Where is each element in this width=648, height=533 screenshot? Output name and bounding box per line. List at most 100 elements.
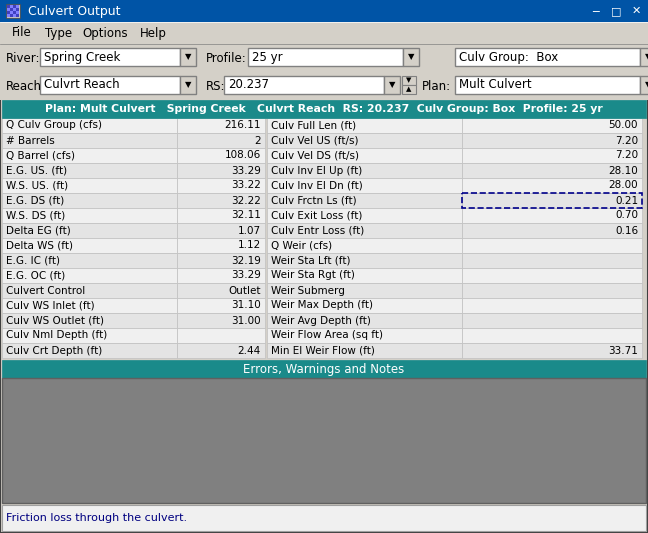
Bar (177, 178, 265, 193)
Text: Errors, Warnings and Notes: Errors, Warnings and Notes (244, 362, 404, 376)
Text: 31.10: 31.10 (231, 301, 261, 311)
Text: E.G. IC (ft): E.G. IC (ft) (6, 255, 60, 265)
Bar (267, 343, 462, 358)
Bar (267, 133, 462, 148)
Bar (384, 76, 400, 94)
Text: Weir Submerg: Weir Submerg (271, 286, 345, 295)
Bar (267, 148, 462, 163)
Text: 33.71: 33.71 (608, 345, 638, 356)
Text: RS:: RS: (206, 79, 226, 93)
Bar (267, 313, 462, 328)
Bar (462, 118, 642, 133)
Bar (177, 193, 265, 208)
Text: Culv Exit Loss (ft): Culv Exit Loss (ft) (271, 211, 362, 221)
Bar (2, 268, 177, 283)
Text: 32.11: 32.11 (231, 211, 261, 221)
Bar (177, 298, 265, 313)
Text: 28.00: 28.00 (608, 181, 638, 190)
Bar (180, 76, 196, 94)
Text: ▼: ▼ (389, 80, 395, 90)
Bar (2, 193, 177, 208)
Text: E.G. DS (ft): E.G. DS (ft) (6, 196, 64, 206)
Bar (2, 118, 177, 133)
Bar (462, 268, 642, 283)
Bar (13, 8, 16, 11)
Bar (2, 328, 177, 343)
Text: E.G. OC (ft): E.G. OC (ft) (6, 271, 65, 280)
Text: Culvert Control: Culvert Control (6, 286, 86, 295)
Text: 50.00: 50.00 (608, 120, 638, 131)
Bar (640, 48, 648, 66)
Bar (40, 48, 180, 66)
Bar (177, 328, 265, 343)
Text: Outlet: Outlet (229, 286, 261, 295)
Text: Reach: Reach (6, 79, 42, 93)
Bar (13, 5, 16, 8)
Bar (0, 0, 648, 22)
Text: 28.10: 28.10 (608, 166, 638, 175)
Text: Type: Type (45, 27, 72, 39)
Bar (267, 118, 462, 133)
Bar (267, 238, 462, 253)
Text: Mult Culvert: Mult Culvert (459, 78, 531, 92)
Bar (16, 5, 19, 8)
Text: 33.29: 33.29 (231, 166, 261, 175)
Text: Culv Nml Depth (ft): Culv Nml Depth (ft) (6, 330, 108, 341)
Bar (2, 133, 177, 148)
Text: River:: River: (6, 52, 40, 64)
Bar (180, 48, 196, 66)
Bar (177, 163, 265, 178)
Text: Q Weir (cfs): Q Weir (cfs) (271, 240, 332, 251)
Bar (177, 148, 265, 163)
Text: Culv WS Inlet (ft): Culv WS Inlet (ft) (6, 301, 95, 311)
Bar (2, 313, 177, 328)
Bar (2, 163, 177, 178)
Bar (6, 4, 20, 18)
Bar (16, 8, 19, 11)
Bar (2, 360, 646, 378)
Text: ▼: ▼ (185, 52, 191, 61)
Text: Culv Crt Depth (ft): Culv Crt Depth (ft) (6, 345, 102, 356)
Bar (7, 14, 10, 17)
Bar (402, 76, 416, 85)
Text: Culv Frctn Ls (ft): Culv Frctn Ls (ft) (271, 196, 356, 206)
Text: # Barrels: # Barrels (6, 135, 54, 146)
Text: Culv Inv El Dn (ft): Culv Inv El Dn (ft) (271, 181, 363, 190)
Bar (10, 11, 13, 14)
Text: Culv Full Len (ft): Culv Full Len (ft) (271, 120, 356, 131)
Bar (267, 268, 462, 283)
Text: Culv Entr Loss (ft): Culv Entr Loss (ft) (271, 225, 364, 236)
Bar (455, 48, 640, 66)
Bar (0, 22, 648, 44)
Text: Culv Inv El Up (ft): Culv Inv El Up (ft) (271, 166, 362, 175)
Bar (177, 313, 265, 328)
Bar (462, 238, 642, 253)
Bar (2, 343, 177, 358)
Text: Culv Vel DS (ft/s): Culv Vel DS (ft/s) (271, 150, 359, 160)
Text: Help: Help (140, 27, 167, 39)
Bar (13, 14, 16, 17)
Bar (462, 193, 642, 208)
Bar (177, 118, 265, 133)
Bar (462, 343, 642, 358)
Bar (177, 238, 265, 253)
Bar (267, 298, 462, 313)
Text: 32.22: 32.22 (231, 196, 261, 206)
Text: Culvrt Reach: Culvrt Reach (44, 78, 120, 92)
Bar (267, 253, 462, 268)
Text: 25 yr: 25 yr (252, 51, 283, 63)
Bar (267, 163, 462, 178)
Text: 33.29: 33.29 (231, 271, 261, 280)
Bar (455, 76, 640, 94)
Bar (462, 178, 642, 193)
Bar (462, 148, 642, 163)
Text: 2.44: 2.44 (238, 345, 261, 356)
Text: Culv Group:  Box: Culv Group: Box (459, 51, 558, 63)
Text: 0.70: 0.70 (615, 211, 638, 221)
Bar (10, 14, 13, 17)
Bar (403, 48, 419, 66)
Text: 32.19: 32.19 (231, 255, 261, 265)
Text: Options: Options (82, 27, 128, 39)
Bar (462, 223, 642, 238)
Text: Weir Sta Rgt (ft): Weir Sta Rgt (ft) (271, 271, 355, 280)
